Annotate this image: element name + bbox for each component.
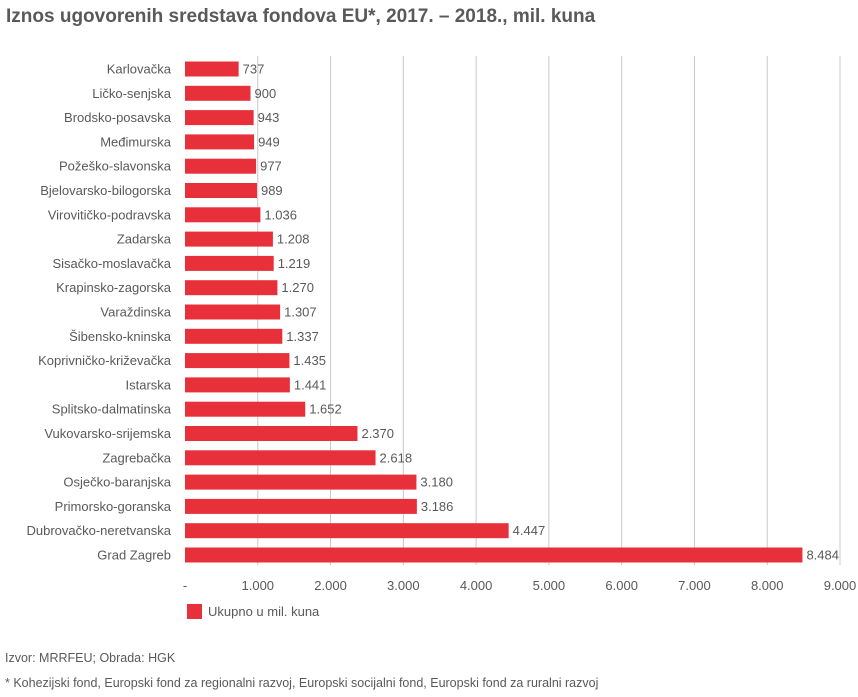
x-tick-label: 4.000 xyxy=(460,578,493,593)
bar xyxy=(185,426,358,441)
bars xyxy=(185,61,803,563)
value-label: 977 xyxy=(260,159,282,174)
category-label: Dubrovačko-neretvanska xyxy=(26,523,171,538)
bar xyxy=(185,498,417,514)
bar xyxy=(185,255,274,271)
bar xyxy=(185,110,254,126)
value-label: 8.484 xyxy=(806,548,839,563)
value-label: 1.208 xyxy=(277,232,310,247)
value-label: 1.441 xyxy=(294,377,327,392)
bar-chart: Karlovačka Ličko-senjska Brodsko-posavska M… xyxy=(26,56,856,593)
bar xyxy=(185,353,290,369)
value-label: 949 xyxy=(258,134,280,149)
category-label: Vukovarsko-srijemska xyxy=(44,426,171,441)
bar xyxy=(185,158,257,174)
value-label: 4.447 xyxy=(513,523,546,538)
chart-title: Iznos ugovorenih sredstava fondova EU*, … xyxy=(6,6,596,27)
bar xyxy=(185,304,281,320)
category-label: Virovitičko-podravska xyxy=(48,207,172,222)
category-labels: Karlovačka Ličko-senjska Brodsko-posavska M… xyxy=(26,62,171,563)
legend-swatch xyxy=(187,604,202,619)
legend: Ukupno u mil. kuna xyxy=(187,604,319,619)
category-label: Požeško-slavonska xyxy=(59,159,172,174)
category-label: Zagrebačka xyxy=(102,450,171,465)
bar xyxy=(185,207,261,223)
value-label: 989 xyxy=(261,183,283,198)
category-label: Međimurska xyxy=(100,134,172,149)
bar xyxy=(185,450,376,466)
bar xyxy=(185,328,283,344)
value-label: 1.270 xyxy=(281,280,314,295)
category-label: Osječko-baranjska xyxy=(63,475,171,490)
x-axis-ticks: - 1.000 2.000 3.000 4.000 5.000 6.000 7.000 8.00… xyxy=(183,578,856,593)
value-label: 3.186 xyxy=(421,499,454,514)
x-tick-label: 9.000 xyxy=(824,578,857,593)
value-label: 943 xyxy=(258,110,280,125)
x-tick-label: 1.000 xyxy=(242,578,275,593)
category-label: Grad Zagreb xyxy=(97,548,171,563)
bar xyxy=(185,377,290,393)
value-label: 1.219 xyxy=(278,256,311,271)
bar xyxy=(185,547,803,563)
bar xyxy=(185,474,417,490)
value-label: 1.652 xyxy=(309,402,342,417)
x-tick-label: 8.000 xyxy=(751,578,784,593)
category-label: Zadarska xyxy=(117,232,172,247)
category-label: Bjelovarsko-bilogorska xyxy=(40,183,172,198)
value-labels: 737 900 943 949 977 989 1.036 1.208 1.219 1.270 1.… xyxy=(243,62,839,563)
category-label: Brodsko-posavska xyxy=(64,110,172,125)
category-label: Splitsko-dalmatinska xyxy=(52,402,172,417)
bar xyxy=(185,231,273,247)
bar xyxy=(185,134,255,150)
value-label: 2.370 xyxy=(361,426,394,441)
bar xyxy=(185,401,306,417)
x-tick-label: 5.000 xyxy=(533,578,566,593)
footnote: * Kohezijski fond, Europski fond za regi… xyxy=(5,676,599,690)
value-label: 3.180 xyxy=(420,475,453,490)
category-label: Ličko-senjska xyxy=(92,86,172,101)
category-label: Šibensko-kninska xyxy=(69,329,172,344)
category-label: Karlovačka xyxy=(107,62,172,77)
bar xyxy=(185,183,257,198)
value-label: 900 xyxy=(255,86,277,101)
category-label: Krapinsko-zagorska xyxy=(56,280,172,295)
category-label: Primorsko-goranska xyxy=(55,499,172,514)
value-label: 1.435 xyxy=(293,353,326,368)
x-tick-label: - xyxy=(183,578,187,593)
bar xyxy=(185,523,509,539)
bar xyxy=(185,280,278,296)
value-label: 737 xyxy=(243,62,265,77)
x-tick-label: 2.000 xyxy=(314,578,347,593)
category-label: Koprivničko-križevačka xyxy=(38,353,172,368)
bar xyxy=(185,61,239,77)
x-tick-label: 7.000 xyxy=(678,578,711,593)
category-label: Sisačko-moslavačka xyxy=(53,256,172,271)
value-label: 1.337 xyxy=(286,329,319,344)
legend-label: Ukupno u mil. kuna xyxy=(208,604,320,619)
value-label: 2.618 xyxy=(380,450,413,465)
value-label: 1.036 xyxy=(264,207,297,222)
bar xyxy=(185,85,251,101)
value-label: 1.307 xyxy=(284,305,317,320)
category-label: Varaždinska xyxy=(100,305,171,320)
x-tick-label: 6.000 xyxy=(605,578,638,593)
category-label: Istarska xyxy=(125,377,171,392)
x-tick-label: 3.000 xyxy=(387,578,420,593)
source-note: Izvor: MRRFEU; Obrada: HGK xyxy=(5,651,176,665)
